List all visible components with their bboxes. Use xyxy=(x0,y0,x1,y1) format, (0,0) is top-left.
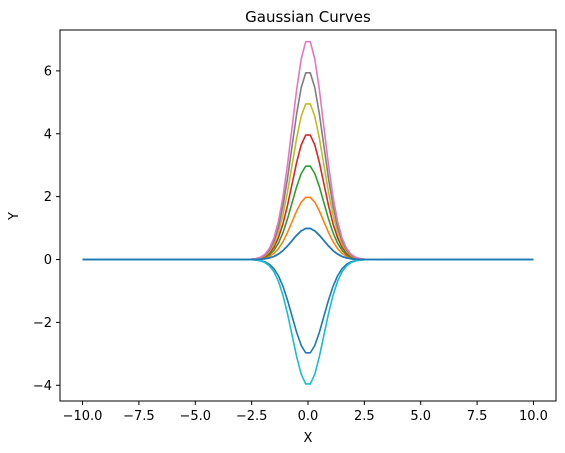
x-tick-label: −2.5 xyxy=(236,409,268,424)
x-tick-label: −7.5 xyxy=(123,409,155,424)
x-ticks: −10.0 −7.5 −5.0 −2.5 0.0 2.5 5.0 7.5 10.0 xyxy=(63,401,548,424)
x-axis-label: X xyxy=(304,431,313,446)
y-tick-label: −4 xyxy=(33,379,52,394)
y-tick-label: −2 xyxy=(33,316,52,331)
x-tick-label: −10.0 xyxy=(63,409,103,424)
x-tick-label: 0.0 xyxy=(298,409,319,424)
series-line-10 xyxy=(82,227,534,261)
y-tick-label: 0 xyxy=(44,253,52,268)
plot-frame xyxy=(59,29,557,402)
y-tick-label: 6 xyxy=(44,64,52,79)
chart-title: Gaussian Curves xyxy=(245,8,371,26)
series-layer xyxy=(82,40,534,385)
x-tick-label: 2.5 xyxy=(354,409,375,424)
x-tick-label: 7.5 xyxy=(467,409,488,424)
x-tick-label: 10.0 xyxy=(519,409,548,424)
y-tick-label: 2 xyxy=(44,190,52,205)
x-tick-label: 5.0 xyxy=(410,409,431,424)
y-ticks: −4 −2 0 2 4 6 xyxy=(33,64,60,394)
x-tick-label: −5.0 xyxy=(179,409,211,424)
y-axis-label: Y xyxy=(7,212,22,221)
y-tick-label: 4 xyxy=(44,127,52,142)
plot-background xyxy=(60,30,556,401)
